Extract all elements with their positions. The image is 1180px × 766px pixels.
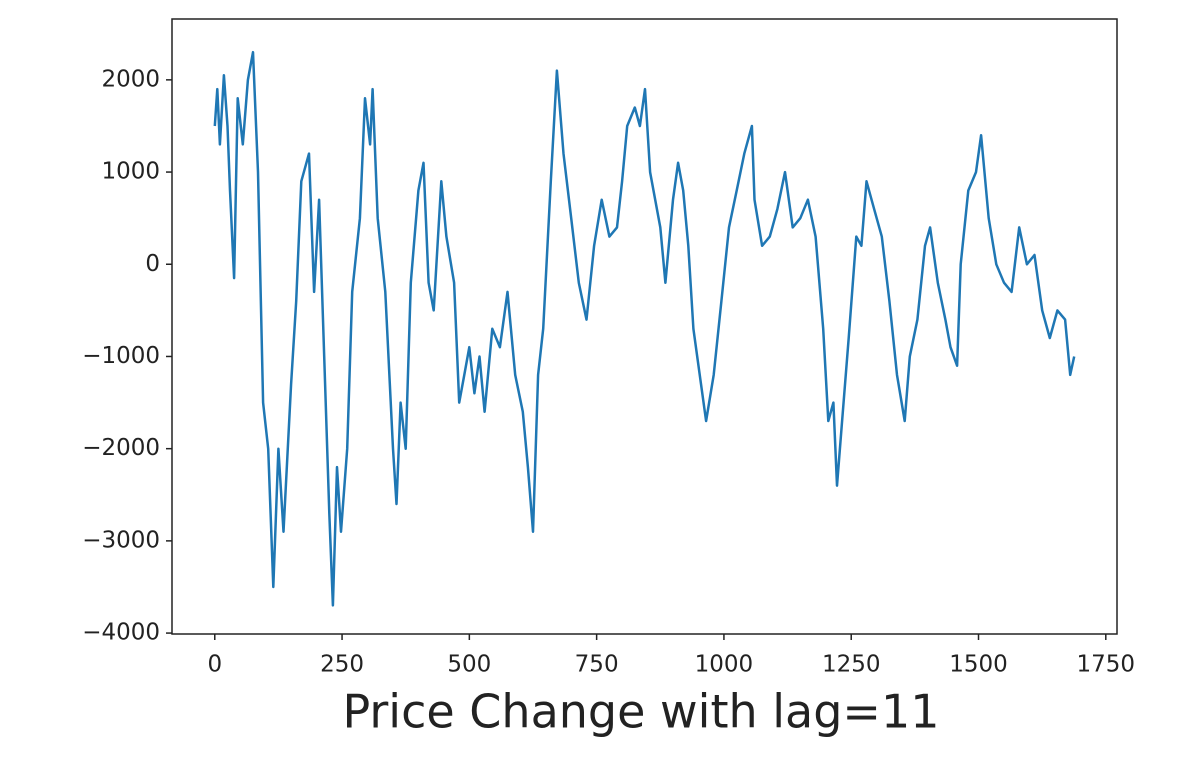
y-tick-label: −1000 xyxy=(82,343,160,369)
y-tick-label: −4000 xyxy=(82,620,160,646)
y-tick-label: 2000 xyxy=(101,66,160,92)
x-tick-label: 1750 xyxy=(1077,652,1136,678)
y-tick-label: 0 xyxy=(145,251,160,277)
x-tick-label: 1250 xyxy=(822,652,881,678)
y-tick-label: −3000 xyxy=(82,527,160,553)
data-line xyxy=(213,50,1076,607)
x-tick-label: 500 xyxy=(447,652,491,678)
x-tick-label: 0 xyxy=(207,652,222,678)
y-tick-label: −2000 xyxy=(82,435,160,461)
x-tick-label: 1500 xyxy=(949,652,1008,678)
x-tick-label: 1000 xyxy=(695,652,754,678)
x-axis-label: Price Change with lag=11 xyxy=(342,685,939,739)
x-tick-label: 750 xyxy=(575,652,619,678)
y-tick-label: 1000 xyxy=(101,159,160,185)
x-tick-label: 250 xyxy=(320,652,364,678)
plot-frame xyxy=(171,18,1118,635)
